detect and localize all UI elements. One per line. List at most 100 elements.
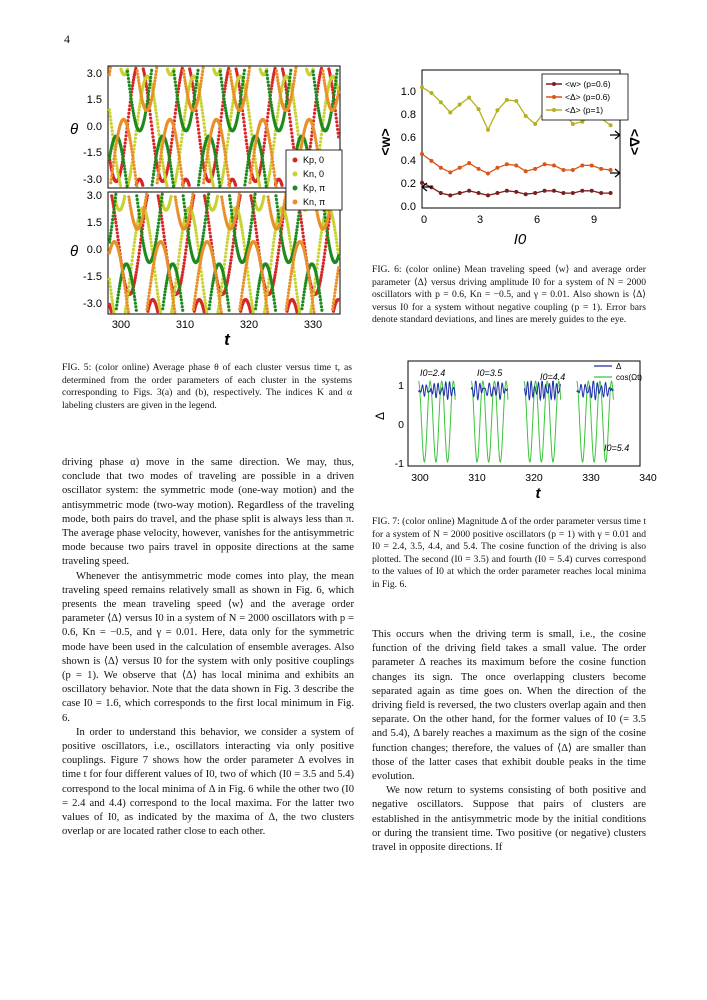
fig5-point — [181, 308, 185, 312]
fig5-point — [122, 148, 126, 152]
fig5-point — [207, 160, 211, 165]
fig6-legend-label: <w> (p=0.6) — [565, 79, 611, 89]
fig5-point — [254, 139, 258, 143]
fig5-point — [120, 268, 124, 272]
fig5-point — [139, 229, 144, 233]
fig5-point — [150, 131, 155, 135]
fig5-point — [130, 106, 135, 110]
fig7-ytick: 0 — [398, 419, 404, 431]
fig5-point — [184, 101, 189, 105]
fig6-point — [457, 191, 462, 196]
fig5-point — [287, 284, 292, 288]
fig5-point — [134, 180, 138, 184]
fig5-point — [327, 212, 331, 216]
fig5-point — [154, 157, 158, 161]
fig5-point — [182, 205, 187, 209]
fig5-point — [246, 73, 251, 77]
fig5-point — [293, 108, 297, 112]
fig5-point — [201, 231, 206, 235]
fig5-point — [169, 167, 173, 171]
fig5-point — [316, 106, 320, 110]
fig5-point — [169, 310, 174, 314]
fig5-point — [113, 196, 118, 200]
fig5-point — [176, 167, 180, 171]
fig5-point — [323, 212, 327, 216]
fig5-point — [141, 183, 145, 187]
fig5-point — [123, 144, 127, 149]
fig5-point — [132, 166, 137, 171]
fig5-point — [172, 307, 176, 311]
fig5-point — [251, 310, 255, 314]
fig5-point — [293, 240, 297, 244]
fig5-point — [249, 170, 253, 175]
fig5-bottom-ylabel: θ — [70, 243, 78, 260]
fig5-point — [244, 172, 248, 177]
fig5-point — [285, 220, 289, 224]
fig5-point — [147, 291, 151, 295]
fig5-point — [156, 196, 161, 200]
fig5-point — [137, 84, 142, 88]
fig5-point — [174, 83, 178, 88]
fig5-point — [200, 277, 204, 281]
fig5-point — [221, 206, 226, 210]
fig5-point — [213, 268, 217, 272]
fig5-point — [110, 170, 114, 175]
fig5-caption: FIG. 5: (color online) Average phase θ o… — [62, 362, 352, 411]
fig5-point — [175, 172, 179, 176]
fig5-point — [156, 292, 160, 296]
fig5-point — [124, 177, 128, 181]
fig5-point — [186, 229, 190, 233]
fig5-point — [236, 201, 240, 205]
fig5-point — [150, 247, 154, 252]
body-paragraph: This occurs when the driving term is sma… — [372, 629, 646, 783]
fig5-point — [312, 288, 316, 292]
fig5-point — [146, 96, 150, 100]
fig6-point — [420, 180, 424, 185]
fig6-point — [420, 85, 424, 90]
fig5-point — [122, 161, 126, 165]
fig5-point — [227, 132, 231, 137]
fig5-point — [215, 144, 220, 149]
fig5-point — [270, 285, 274, 289]
fig5-point — [176, 144, 180, 148]
fig5-point — [257, 281, 261, 285]
fig5-point — [320, 267, 324, 272]
fig5-point — [137, 81, 141, 86]
fig5-point — [266, 83, 271, 88]
fig5-point — [265, 73, 269, 77]
fig5-point — [239, 96, 243, 100]
fig5-point — [184, 244, 189, 249]
fig7-xtick: 340 — [639, 472, 657, 484]
fig5-point — [266, 310, 270, 314]
fig5-point — [223, 106, 227, 110]
fig5-point — [253, 224, 258, 228]
fig5-point — [200, 73, 204, 77]
fig5-point — [265, 303, 269, 308]
fig5-point — [151, 138, 156, 143]
fig5-point — [226, 298, 230, 302]
fig5-point — [248, 177, 253, 181]
fig5-point — [266, 198, 271, 202]
fig5-point — [130, 258, 134, 263]
fig5-point — [198, 142, 202, 146]
fig5-point — [162, 296, 166, 300]
fig5-point — [123, 284, 127, 288]
fig5-point — [188, 244, 192, 248]
fig5-point — [128, 90, 132, 94]
fig5-point — [240, 89, 244, 93]
fig5-point — [204, 164, 208, 168]
fig5-point — [282, 113, 286, 117]
fig5-point — [229, 111, 234, 115]
fig5-point — [241, 116, 246, 120]
fig5-point — [137, 108, 141, 112]
fig5-point — [321, 69, 325, 73]
fig5-point — [323, 108, 327, 112]
fig5-point — [130, 279, 134, 284]
fig5-point — [260, 271, 264, 275]
fig5-point — [224, 251, 228, 255]
fig5-point — [154, 108, 158, 112]
fig5-point — [203, 298, 207, 302]
fig5-point — [163, 175, 167, 179]
fig5-point — [317, 81, 321, 85]
fig5-point — [149, 116, 153, 120]
